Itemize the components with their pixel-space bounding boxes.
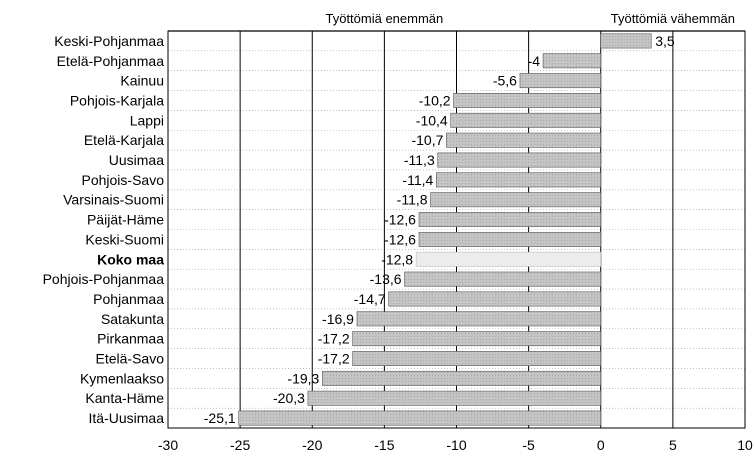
category-label: Etelä-Pohjanmaa xyxy=(57,53,165,69)
bar-pohjanmaa xyxy=(388,291,602,307)
x-tick-label: -15 xyxy=(374,437,394,453)
value-label: -25,1 xyxy=(204,410,236,426)
bar-varsinais-suomi xyxy=(430,192,602,208)
value-label: -11,3 xyxy=(404,152,435,168)
category-label: Etelä-Karjala xyxy=(84,132,164,148)
value-label: 3,5 xyxy=(655,33,675,49)
x-tick-label: -25 xyxy=(230,437,250,453)
value-label: -12,6 xyxy=(384,231,416,247)
value-label: -10,4 xyxy=(416,112,448,128)
bar-itä-uusimaa xyxy=(238,410,602,426)
category-label: Pohjois-Pohjanmaa xyxy=(43,271,165,287)
plot-frame xyxy=(167,30,746,429)
value-label: -4 xyxy=(528,53,541,69)
value-label: -12,6 xyxy=(384,212,416,228)
value-label: -16,9 xyxy=(322,311,354,327)
bar-päijät-häme xyxy=(418,212,602,228)
x-tick-label: -20 xyxy=(302,437,322,453)
x-tick-label: 0 xyxy=(597,437,605,453)
bar-lappi xyxy=(450,112,602,128)
value-label: -11,8 xyxy=(397,192,428,208)
bar-etelä-savo xyxy=(352,351,602,366)
value-label: -5,6 xyxy=(493,73,517,89)
category-label: Kymenlaakso xyxy=(80,370,164,386)
category-label: Keski-Pohjanmaa xyxy=(54,33,164,49)
value-label: -20,3 xyxy=(273,390,305,406)
category-label: Itä-Uusimaa xyxy=(89,410,165,426)
bar-etelä-karjala xyxy=(446,132,602,148)
bars-layer xyxy=(238,33,652,426)
grid-layer xyxy=(167,31,746,428)
value-label: -10,7 xyxy=(411,132,443,148)
category-label: Kainuu xyxy=(120,73,164,89)
bar-etelä-pohjanmaa xyxy=(542,53,602,69)
header-left-label: Työttömiä enemmän xyxy=(325,11,443,26)
bar-keski-suomi xyxy=(418,231,602,247)
category-label: Pirkanmaa xyxy=(97,331,164,347)
value-label: -19,3 xyxy=(287,370,319,386)
bar-pirkanmaa xyxy=(352,331,602,347)
category-label: Kanta-Häme xyxy=(85,390,164,406)
category-label: Keski-Suomi xyxy=(85,231,164,247)
category-label: Pohjois-Savo xyxy=(82,172,165,188)
bar-keski-pohjanmaa xyxy=(600,33,652,49)
bar-pohjois-karjala xyxy=(453,93,602,108)
category-label: Koko maa xyxy=(97,251,164,267)
value-label: -17,2 xyxy=(318,351,350,367)
bar-pohjois-savo xyxy=(436,172,602,188)
value-label: -12,8 xyxy=(381,251,413,267)
x-tick-label: -30 xyxy=(158,437,178,453)
category-label: Satakunta xyxy=(101,311,164,327)
bar-kainuu xyxy=(519,73,602,89)
category-label: Uusimaa xyxy=(109,152,164,168)
x-tick-label: -10 xyxy=(446,437,466,453)
value-label: -13,6 xyxy=(370,271,402,287)
category-label: Lappi xyxy=(130,112,164,128)
value-label: -10,2 xyxy=(419,92,451,108)
category-label: Varsinais-Suomi xyxy=(63,192,164,208)
bar-satakunta xyxy=(356,311,602,327)
value-label: -17,2 xyxy=(318,331,350,347)
bar-kanta-häme xyxy=(307,390,602,406)
value-label: -11,4 xyxy=(402,172,433,188)
bar-kymenlaakso xyxy=(322,370,602,386)
header-right-label: Työttömiä vähemmän xyxy=(611,11,735,26)
category-label: Etelä-Savo xyxy=(96,351,165,367)
category-label: Pohjois-Karjala xyxy=(70,92,164,108)
x-tick-label: 5 xyxy=(669,437,677,453)
value-label: -14,7 xyxy=(354,291,386,307)
labels-layer: Keski-Pohjanmaa 3,5 Etelä-Pohjanmaa -4 Kainu… xyxy=(43,33,753,453)
category-label: Pohjanmaa xyxy=(93,291,164,307)
bar-pohjois-pohjanmaa xyxy=(404,271,602,287)
x-tick-label: -5 xyxy=(522,437,535,453)
category-label: Päijät-Häme xyxy=(87,212,164,228)
x-tick-label: 10 xyxy=(737,437,753,453)
bar-uusimaa xyxy=(437,152,602,168)
bar-koko-maa xyxy=(415,251,602,267)
